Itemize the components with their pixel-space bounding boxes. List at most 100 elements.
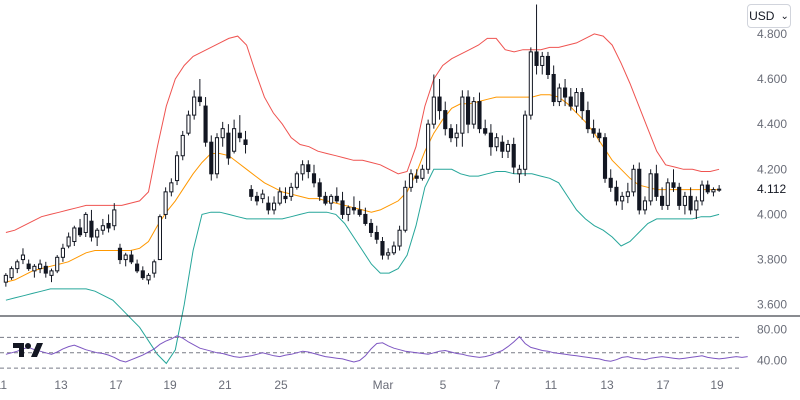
candle-body-up	[169, 182, 174, 193]
x-tick-label: 25	[274, 378, 288, 392]
candle-body-up	[294, 173, 299, 188]
candle-body-up	[214, 137, 220, 175]
candle	[66, 232, 71, 249]
candle	[488, 124, 493, 156]
candle-body-up	[100, 225, 105, 231]
candle-body-up	[329, 195, 334, 204]
candle	[203, 97, 208, 147]
candle-body-up	[403, 186, 408, 231]
candle	[591, 119, 596, 138]
candle	[169, 178, 174, 197]
candle	[585, 101, 590, 134]
bollinger-bands	[5, 33, 720, 365]
candle	[677, 182, 682, 210]
candle-body-up	[66, 236, 71, 247]
candle-body-up	[346, 207, 351, 215]
candle	[357, 200, 362, 217]
candle	[368, 218, 374, 237]
candle	[340, 191, 345, 219]
candle-body-down	[608, 177, 613, 188]
candle-body-down	[203, 105, 208, 143]
candle	[106, 214, 111, 233]
candle-body-down	[511, 143, 516, 168]
candle-body-down	[117, 247, 123, 261]
candle-body-up	[665, 182, 670, 206]
candle-body-down	[660, 195, 665, 206]
candle	[60, 243, 65, 262]
candle	[346, 205, 351, 222]
currency-selector-button[interactable]: USD ⌄	[747, 4, 791, 28]
candle-body-down	[249, 189, 254, 197]
candle	[317, 178, 322, 201]
candle	[32, 264, 37, 278]
candle	[528, 47, 533, 120]
x-tick-label: Mar	[373, 378, 394, 392]
x-tick-label: 13	[600, 378, 614, 392]
tradingview-logo[interactable]	[13, 340, 43, 360]
candle	[711, 187, 716, 197]
candle	[568, 88, 573, 111]
candle-body-up	[540, 55, 545, 66]
candle-body-down	[414, 175, 419, 179]
candle	[608, 169, 613, 192]
candle	[163, 187, 168, 219]
candle-body-up	[620, 195, 625, 202]
candle-body-up	[112, 209, 117, 227]
candle	[129, 250, 134, 265]
candle-body-down	[597, 132, 602, 139]
candle	[431, 74, 436, 129]
candle-body-down	[443, 110, 448, 130]
candle	[226, 124, 231, 165]
candle-body-up	[174, 155, 180, 182]
y-tick-label: 4.200	[757, 162, 787, 176]
candle-body-up	[152, 261, 157, 274]
candle-body-up	[300, 164, 305, 175]
candle-body-down	[448, 128, 454, 139]
price-axis[interactable]: 4.800 4.600 4.400 4.200 4.000 3.800 3.600 4.112	[757, 27, 787, 312]
candle	[374, 225, 379, 244]
candle	[43, 261, 48, 278]
candle	[511, 137, 516, 174]
candle-body-up	[83, 213, 88, 233]
candle-body-up	[391, 245, 396, 254]
candle-body-down	[283, 195, 288, 200]
candle	[9, 266, 14, 280]
candle	[83, 212, 88, 237]
candle-body-down	[77, 227, 83, 236]
candle	[391, 241, 396, 256]
candle-body-down	[43, 265, 48, 274]
candle	[237, 115, 242, 143]
y-tick-label: 4.400	[757, 117, 787, 131]
candle	[152, 259, 157, 278]
y-tick-label: 4.000	[757, 207, 787, 221]
rsi-tick-label: 80.00	[757, 323, 787, 337]
time-axis[interactable]: 11 13 17 19 21 25 Mar 5 7 11 13 17 19	[0, 378, 724, 392]
x-tick-label: 19	[710, 378, 724, 392]
candlestick-series	[3, 4, 722, 287]
candle	[637, 162, 642, 215]
upper-band-line	[5, 33, 720, 233]
candle	[15, 259, 20, 274]
candle-body-down	[483, 128, 488, 134]
candle	[271, 196, 277, 215]
candle	[420, 164, 425, 181]
candle-body-up	[386, 252, 391, 256]
x-tick-label: 17	[656, 378, 670, 392]
candle	[574, 88, 579, 113]
candle-body-down	[243, 139, 248, 145]
candle-body-up	[60, 247, 65, 258]
basis-line	[5, 94, 720, 283]
candle-body-down	[317, 182, 322, 197]
x-tick-label: 19	[163, 378, 177, 392]
candle	[283, 187, 288, 204]
candle-body-down	[545, 55, 551, 75]
candle-body-down	[209, 141, 214, 175]
candle	[112, 203, 117, 231]
candle	[717, 185, 722, 192]
candle	[197, 79, 202, 107]
candle-body-down	[637, 168, 642, 211]
rsi-axis: 80.00 40.00	[757, 323, 787, 368]
candle-body-up	[260, 193, 265, 200]
y-tick-label: 4.600	[757, 72, 787, 86]
